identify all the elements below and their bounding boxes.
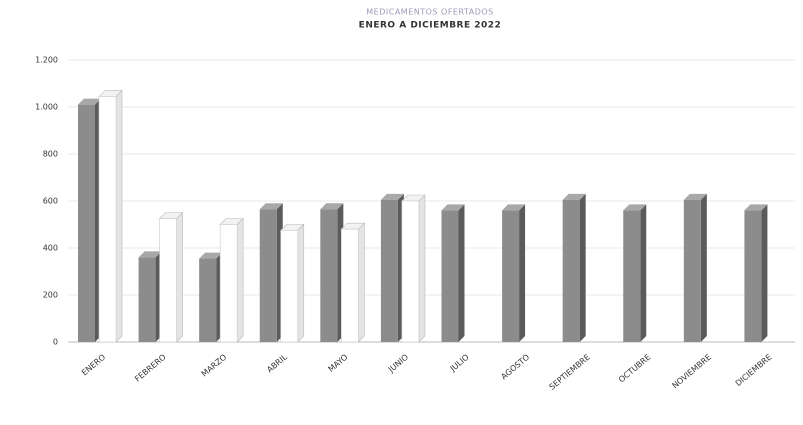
bar (562, 199, 580, 342)
bar-top (623, 204, 647, 211)
bar (98, 96, 117, 343)
bar (320, 209, 338, 342)
bar (280, 230, 299, 343)
bar-top (78, 98, 101, 105)
bar (159, 218, 177, 343)
bar-side (176, 211, 183, 343)
bar-top (744, 204, 768, 211)
bar-side (579, 193, 586, 342)
bar (401, 200, 420, 343)
bar (78, 104, 95, 343)
bar-top (441, 204, 465, 211)
y-tick-label: 400 (43, 244, 58, 253)
bar-side (236, 217, 244, 343)
chart-title: MEDICAMENTOS OFERTADOS (366, 8, 493, 17)
bar-top (259, 203, 283, 210)
bar-side (458, 204, 465, 342)
bar-top (320, 203, 344, 210)
bar (441, 210, 459, 342)
bar-top (562, 193, 586, 200)
bar-side (358, 222, 365, 343)
bar (138, 257, 156, 342)
bar-side (761, 204, 768, 342)
y-tick-label: 1.200 (35, 56, 58, 65)
chart-subtitle: ENERO A DICIEMBRE 2022 (359, 21, 502, 31)
bar (341, 228, 359, 343)
bar-side (519, 204, 526, 342)
bar-side (115, 89, 123, 343)
bar (623, 210, 641, 342)
bar-side (297, 223, 305, 343)
bar-top (138, 251, 162, 258)
y-tick-label: 200 (43, 291, 58, 300)
bar (683, 199, 701, 342)
bar (502, 210, 520, 342)
y-tick-label: 600 (43, 197, 58, 206)
bar-top (683, 193, 707, 200)
bar-side (418, 194, 426, 343)
bar-top (380, 193, 404, 200)
bar-top (502, 204, 526, 211)
bar-side (640, 204, 647, 342)
bar-top (199, 252, 223, 259)
y-tick-label: 800 (43, 150, 58, 159)
bar (219, 224, 238, 343)
bar-side (700, 193, 707, 342)
bar (744, 210, 762, 342)
bar (259, 209, 277, 342)
y-tick-label: 0 (53, 338, 58, 347)
y-tick-label: 1.000 (35, 103, 58, 112)
bar (380, 199, 398, 342)
bar (199, 258, 217, 342)
